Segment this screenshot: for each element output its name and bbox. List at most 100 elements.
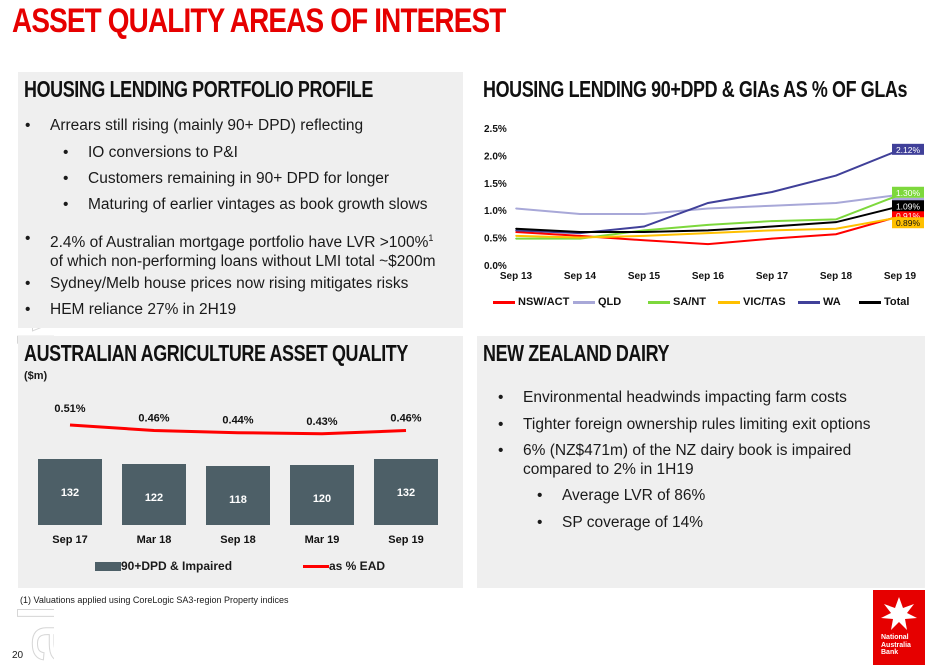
- y-tick-label: 1.0%: [484, 206, 507, 217]
- series-point: [771, 230, 773, 232]
- legend-label: WA: [823, 296, 841, 308]
- x-category-label: Sep 17: [52, 534, 87, 546]
- series-point: [515, 235, 517, 237]
- x-tick-label: Sep 18: [820, 271, 853, 282]
- legend-item-vic-tas: VIC/TAS: [718, 296, 786, 308]
- series-point: [835, 219, 837, 221]
- series-line-qld: [516, 195, 900, 214]
- agriculture-legend-bar: 90+DPD & Impaired: [95, 559, 232, 573]
- y-tick-label: 1.5%: [484, 179, 507, 190]
- legend-item-wa: WA: [798, 296, 841, 308]
- line-value-label: 0.46%: [390, 413, 421, 425]
- footnote: (1) Valuations applied using CoreLogic S…: [20, 595, 288, 605]
- logo-line1: National: [881, 634, 911, 642]
- series-point: [515, 208, 517, 210]
- series-point: [771, 191, 773, 193]
- x-category-label: Mar 19: [305, 534, 340, 546]
- series-point: [771, 205, 773, 207]
- legend-swatch: [718, 301, 740, 304]
- x-category-label: Sep 18: [220, 534, 255, 546]
- series-point: [643, 235, 645, 237]
- series-point: [515, 228, 517, 230]
- legend-label: Total: [884, 296, 909, 308]
- series-point: [835, 175, 837, 177]
- legend-label: NSW/ACT: [518, 296, 569, 308]
- legend-item-total: Total: [859, 296, 909, 308]
- legend-swatch: [859, 301, 881, 304]
- series-point: [771, 220, 773, 222]
- series-point: [515, 238, 517, 240]
- dairy-bullet-headwinds: • Environmental headwinds impacting farm …: [523, 388, 847, 407]
- bullet-hem: • HEM reliance 27% in 2H19: [50, 300, 236, 319]
- arrears-line-chart: 0.0%0.5%1.0%1.5%2.0%2.5%Sep 13 Sep 14 Sep …: [476, 112, 928, 312]
- nz-dairy-panel: NEW ZEALAND DAIRY • Environmental headwin…: [477, 336, 925, 588]
- series-point: [579, 235, 581, 237]
- agriculture-unit: ($m): [24, 370, 47, 382]
- bar-value-label: 122: [145, 492, 163, 504]
- dairy-bullet-impaired: • 6% (NZ$471m) of the NZ dairy book is im…: [523, 441, 851, 479]
- logo-line3: Bank: [881, 649, 911, 657]
- line-value-label: 0.51%: [54, 403, 85, 415]
- x-tick-label: Sep 19: [884, 271, 917, 282]
- end-label: 1.30%: [896, 188, 921, 198]
- page-title: ASSET QUALITY AREAS OF INTEREST: [12, 2, 506, 41]
- bar-value-label: 120: [313, 493, 331, 505]
- legend-item-nsw-act: NSW/ACT: [493, 296, 569, 308]
- end-label: 2.12%: [896, 145, 921, 155]
- line-value-label: 0.43%: [306, 416, 337, 428]
- series-point: [643, 239, 645, 241]
- bar-value-label: 132: [397, 487, 415, 499]
- end-label: 1.09%: [896, 201, 921, 211]
- nab-logo: National Australia Bank: [873, 590, 925, 665]
- page-number: 20: [12, 650, 23, 661]
- bar-value-label: 132: [61, 487, 79, 499]
- arrears-chart-legend: NSW/ACT QLD SA/NT VIC/TAS WA Total: [493, 296, 923, 312]
- dairy-bullet-ownership: • Tighter foreign ownership rules limitin…: [523, 415, 870, 434]
- x-tick-label: Sep 13: [500, 271, 533, 282]
- logo-line2: Australia: [881, 642, 911, 650]
- series-point: [835, 228, 837, 230]
- agriculture-heading: AUSTRALIAN AGRICULTURE ASSET QUALITY: [24, 340, 408, 367]
- y-tick-label: 2.5%: [484, 124, 507, 135]
- sub-bullet-customers: • Customers remaining in 90+ DPD for long…: [88, 169, 389, 188]
- agriculture-bar-chart: 132 Sep 17 0.51% 122 Mar 18 0.46% 118 Sep 18 0.4…: [18, 395, 463, 555]
- sub-bullet-io: • IO conversions to P&I: [88, 143, 238, 162]
- legend-swatch: [798, 301, 820, 304]
- series-point: [515, 231, 517, 233]
- series-point: [707, 232, 709, 234]
- series-point: [707, 208, 709, 210]
- bullet-lvr: • 2.4% of Australian mortgage portfolio h…: [50, 229, 436, 271]
- series-point: [835, 233, 837, 235]
- x-category-label: Sep 19: [388, 534, 423, 546]
- series-point: [515, 230, 517, 232]
- agriculture-legend-line: as % EAD: [303, 559, 385, 573]
- legend-bar-swatch: [95, 562, 121, 571]
- legend-swatch: [493, 301, 515, 304]
- line-value-label: 0.46%: [138, 413, 169, 425]
- line-value-label: 0.44%: [222, 415, 253, 427]
- dairy-sub-bullet-sp: • SP coverage of 14%: [562, 513, 703, 532]
- x-category-label: Mar 18: [137, 534, 172, 546]
- series-point: [771, 226, 773, 228]
- nz-dairy-heading: NEW ZEALAND DAIRY: [483, 340, 669, 367]
- series-point: [579, 237, 581, 239]
- series-point: [579, 213, 581, 215]
- sub-bullet-vintages: • Maturing of earlier vintages as book gr…: [88, 195, 427, 214]
- series-point: [835, 221, 837, 223]
- bar-value-label: 118: [229, 494, 247, 506]
- series-point: [643, 226, 645, 228]
- y-tick-label: 2.0%: [484, 151, 507, 162]
- legend-label: QLD: [598, 296, 621, 308]
- series-point: [771, 238, 773, 240]
- legend-item-qld: QLD: [573, 296, 621, 308]
- end-label: 0.89%: [896, 218, 921, 228]
- x-tick-label: Sep 17: [756, 271, 789, 282]
- series-point: [643, 230, 645, 232]
- series-point: [835, 202, 837, 204]
- series-point: [707, 224, 709, 226]
- series-point: [707, 243, 709, 245]
- bullet-sydney-melb: • Sydney/Melb house prices now rising mit…: [50, 274, 408, 293]
- housing-lending-heading: HOUSING LENDING PORTFOLIO PROFILE: [24, 76, 373, 103]
- legend-swatch: [648, 301, 670, 304]
- series-point: [579, 231, 581, 233]
